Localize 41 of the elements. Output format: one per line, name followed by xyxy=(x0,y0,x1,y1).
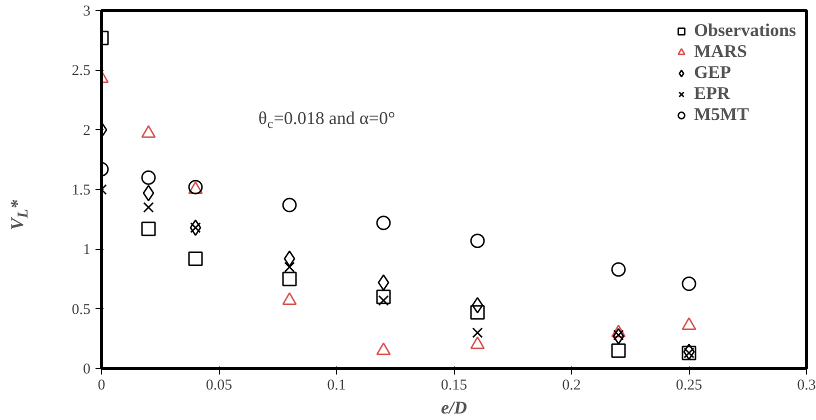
point xyxy=(611,343,626,358)
y-tick-label: 2.5 xyxy=(72,63,90,80)
legend-label: M5MT xyxy=(694,104,749,125)
legend-label: Observations xyxy=(694,20,796,41)
point xyxy=(284,250,296,267)
point xyxy=(284,262,295,272)
legend-label: EPR xyxy=(694,83,730,104)
point xyxy=(612,328,624,345)
point xyxy=(141,222,156,236)
point xyxy=(376,290,391,304)
point xyxy=(188,251,203,266)
point xyxy=(470,234,485,248)
y-tick-label: 3 xyxy=(83,4,90,20)
y-tick-label: 0 xyxy=(83,362,90,378)
point xyxy=(142,184,154,202)
point xyxy=(141,170,156,185)
y-tick-label: 2 xyxy=(83,122,90,139)
point xyxy=(378,274,390,291)
x-tick-label: 0.25 xyxy=(676,378,702,394)
point xyxy=(470,305,485,320)
legend-label: GEP xyxy=(694,62,731,83)
y-tick-label: 0.5 xyxy=(72,302,90,318)
point xyxy=(472,297,484,314)
x-axis-title: e/D xyxy=(441,398,468,418)
y-tick-label: 1 xyxy=(83,242,90,258)
x-tick-label: 0 xyxy=(98,378,106,394)
point xyxy=(472,327,483,338)
point xyxy=(282,272,297,286)
point xyxy=(190,219,202,236)
point xyxy=(611,262,626,277)
x-tick-label: 0.05 xyxy=(206,378,232,394)
point xyxy=(376,216,391,230)
point xyxy=(682,276,696,292)
x-tick-label: 0.15 xyxy=(440,378,468,394)
x-tick-label: 0.1 xyxy=(327,378,346,394)
x-tick-label: 0.3 xyxy=(797,378,816,394)
x-tick-label: 0.2 xyxy=(562,378,581,394)
point xyxy=(282,198,297,212)
point xyxy=(143,202,154,213)
legend-label: MARS xyxy=(694,41,747,62)
y-tick-label: 1.5 xyxy=(72,182,90,198)
